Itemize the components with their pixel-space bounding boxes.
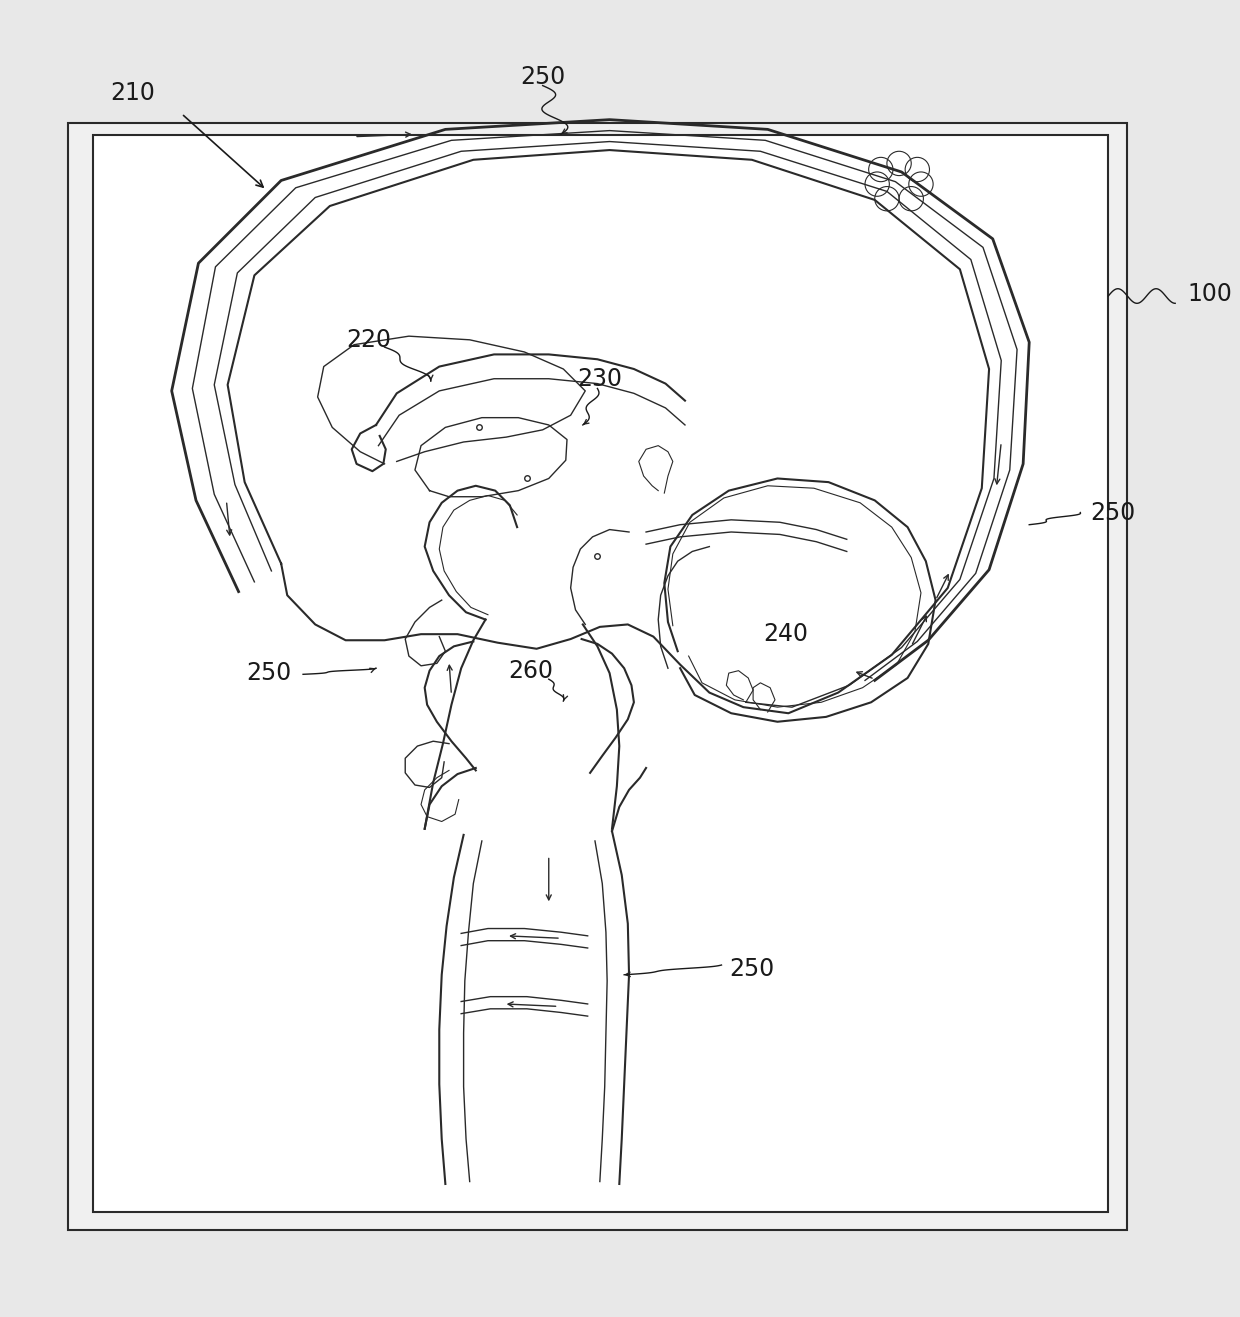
Text: 100: 100 (1188, 282, 1233, 306)
Bar (93, 136, 1109, 1212)
Text: 230: 230 (578, 366, 622, 391)
Text: 250: 250 (729, 956, 774, 981)
Text: 260: 260 (508, 658, 553, 682)
Text: 250: 250 (520, 65, 565, 90)
Text: 220: 220 (346, 328, 392, 352)
Text: 210: 210 (110, 80, 155, 105)
Text: 240: 240 (764, 622, 808, 647)
Bar (68, 124, 1126, 1230)
Text: 250: 250 (247, 661, 291, 685)
Text: 250: 250 (1090, 500, 1136, 524)
